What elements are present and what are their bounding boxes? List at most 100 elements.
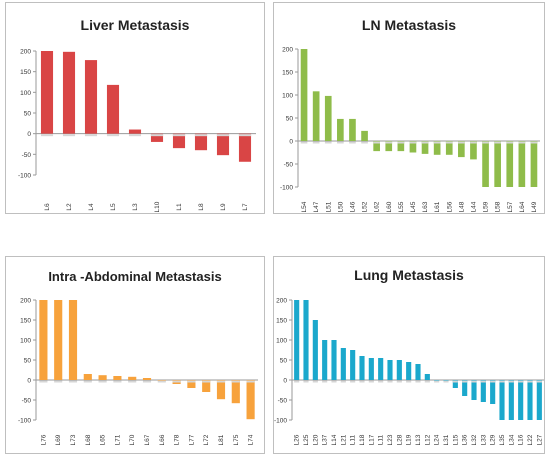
x-tick-label: L58 [495,201,502,212]
bar [83,374,92,380]
y-tick-label: 100 [276,338,287,345]
bar-shadow [387,380,393,383]
bar [150,133,164,142]
bar-shadow [142,380,152,383]
x-tick-label: L63 [422,201,429,212]
x-tick-label: L62 [374,201,381,212]
bar-shadow [421,141,429,144]
bar-shadow [62,134,76,137]
chart-title: LN Metastasis [361,17,457,33]
bar [406,362,412,380]
bar-shadow [396,380,402,383]
y-tick-label: 100 [282,93,293,100]
y-tick-label: 50 [24,111,32,118]
x-tick-label: L29 [490,434,497,445]
bar-shadow [536,380,542,383]
bar-shadow [518,380,524,383]
bar-shadow [246,380,255,383]
bar [340,348,346,380]
bar [172,133,186,149]
bar [527,380,533,420]
bar-shadow [172,380,181,383]
bar [462,380,468,396]
x-tick-label: L67 [144,434,151,445]
bar [470,141,477,160]
bar-shadow [378,380,384,383]
y-tick-label: 100 [20,90,31,97]
y-tick-label: 200 [282,47,293,54]
bar [337,118,344,141]
bar-shadow [490,380,496,383]
bar [312,320,318,380]
bar-shadow [216,380,226,383]
x-tick-label: L25 [303,434,310,445]
bar-shadow [231,380,240,383]
bar-shadow [471,380,477,383]
bar [397,141,405,152]
bar-shadow [331,380,337,383]
x-tick-label: L72 [203,434,210,445]
bar-shadow [303,380,309,383]
bar-shadow [150,134,164,137]
chart-svg: -100 -50 0 50 100 150 200 L76 L69 L73 L68 L65 L71 L70… [18,298,258,445]
bar [490,380,496,404]
bar [415,364,421,380]
chart-panel-liver: Liver Metastasis -100 -50 0 50 100 150 200 L6 L2… [5,2,265,214]
x-tick-label: L16 [518,434,525,445]
bar [113,376,122,380]
bar-shadow [84,134,98,137]
x-tick-label: L77 [188,434,195,445]
x-tick-label: L54 [301,201,308,212]
x-tick-label: L45 [410,201,417,212]
bar [300,49,308,141]
bar [238,133,252,162]
x-tick-label: L68 [85,434,92,445]
x-tick-label: L12 [424,434,431,445]
bar [40,51,54,134]
y-tick-label: -50 [278,398,288,405]
x-tick-label: L19 [406,434,413,445]
chart-title: Intra -Abdominal Metastasis [48,269,222,284]
x-tick-label: L22 [527,434,534,445]
bar [409,141,417,153]
bar [445,141,453,155]
bar-shadow [361,141,368,144]
bar [128,129,142,134]
bar-shadow [83,380,92,383]
bar [482,141,489,187]
x-tick-label: L14 [331,434,338,445]
bar-shadow [300,141,308,144]
x-tick-label: L74 [248,434,255,445]
y-tick-label: -100 [274,418,287,425]
bar-shadow [312,380,318,383]
x-tick-label: L28 [396,434,403,445]
x-tick-label: L81 [218,434,225,445]
bar [303,300,309,380]
bar-shadow [324,141,332,144]
x-tick-label: L65 [100,434,107,445]
bar-shadow [397,141,405,144]
bar-shadow [106,134,120,137]
x-tick-label: L33 [480,434,487,445]
x-tick-label: L7 [242,203,249,211]
bar [378,358,384,380]
x-tick-label: L9 [220,203,227,211]
bar-shadow [462,380,468,383]
bar [434,380,440,381]
bar [231,380,240,404]
bar-shadow [157,380,166,383]
x-tick-label: L70 [129,434,136,445]
bar-shadow [480,380,486,383]
x-tick-label: L8 [198,203,205,211]
x-tick-label: L13 [415,434,422,445]
y-tick-label: 150 [276,318,287,325]
bar-shadow [187,380,196,383]
x-tick-label: L50 [337,201,344,212]
x-tick-label: L61 [434,201,441,212]
x-tick-label: L73 [70,434,77,445]
y-tick-label: -100 [280,185,293,192]
bar [373,141,380,152]
bar-shadow [294,380,300,383]
bar [142,378,152,380]
bar [350,350,356,380]
